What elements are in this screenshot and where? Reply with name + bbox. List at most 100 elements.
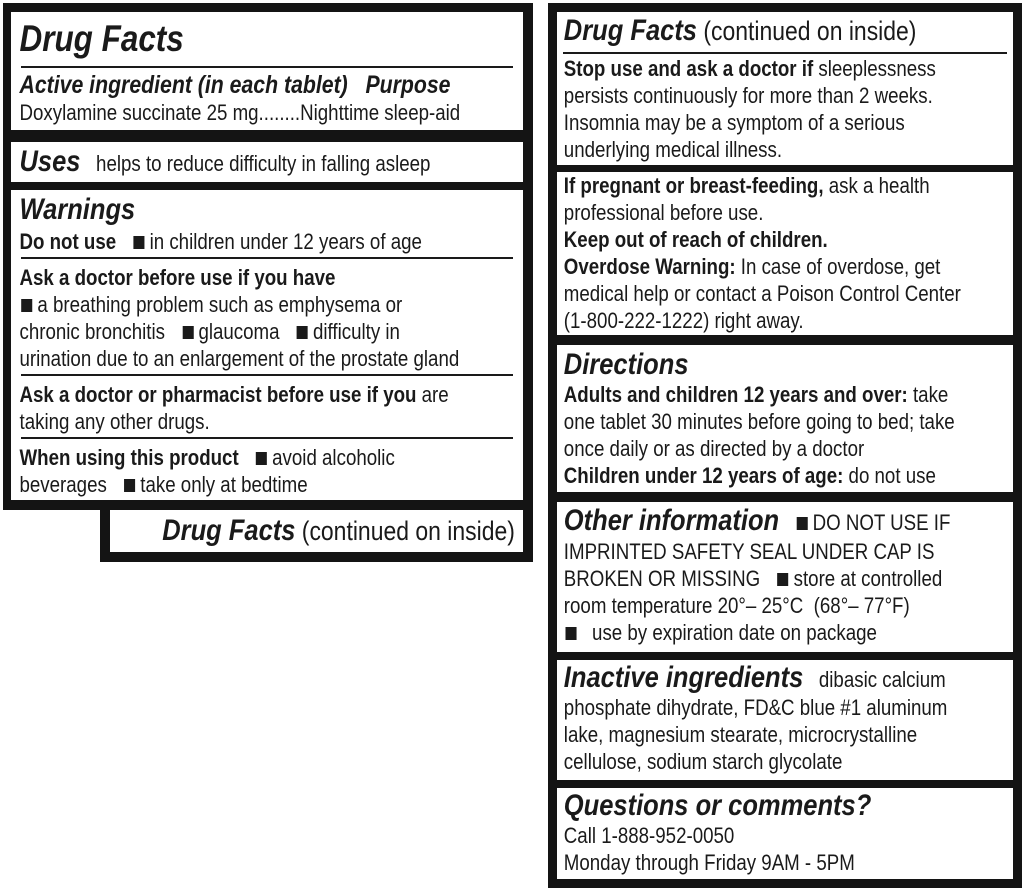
body-text: IMPRINTED SAFETY SEAL UNDER CAP IS (563, 539, 935, 564)
body-text: one tablet 30 minutes before going to be… (563, 409, 955, 434)
body-text: are (416, 382, 449, 407)
text-line: once daily or as directed by a doctor (557, 435, 945, 462)
section-heading: Directions (563, 348, 689, 381)
text-line: lake, magnesium stearate, microcrystalli… (557, 721, 945, 748)
drug-facts-front-panel: Drug Facts Active ingredient (in each tab… (3, 3, 533, 510)
bold-label: Do not use (19, 229, 117, 254)
body-text: do not use (843, 463, 936, 488)
body-text: room temperature 20°– 25°C (68°– 77°F) (563, 593, 910, 618)
body-text: avoid alcoholic (272, 445, 395, 470)
text-line: urination due to an enlargement of the p… (11, 345, 460, 372)
text-line: one tablet 30 minutes before going to be… (557, 408, 955, 435)
divider-rule (21, 374, 513, 376)
text-line: underlying medical illness. (557, 136, 945, 163)
body-text: ask a health (823, 173, 930, 198)
bold-label: Ask a doctor before use if you have (19, 265, 336, 290)
text-line: Keep out of reach of children. (557, 226, 945, 253)
bold-label: Children under 12 years of age: (563, 463, 844, 488)
bold-label: Overdose Warning: (563, 254, 736, 279)
text-line: Children under 12 years of age: do not u… (557, 462, 945, 489)
text-line: chronic bronchitis glaucoma difficulty i… (11, 318, 446, 345)
inactive-ingredients-section: Inactive ingredients dibasic calcium phos… (557, 660, 1013, 780)
drug-facts-inside-panel: Drug Facts (continued on inside) Stop use… (548, 3, 1022, 888)
text-line: Insomnia may be a symptom of a serious (557, 109, 945, 136)
continued-tab-inner: Drug Facts (continued on inside) (110, 510, 523, 552)
body-text: (continued on inside) (696, 16, 917, 46)
body-text (116, 229, 132, 254)
text-line: a breathing problem such as emphysema or (11, 291, 446, 318)
body-text: store at controlled (793, 566, 943, 591)
text-line: use by expiration date on package (557, 619, 945, 646)
continued-tab-subtitle: (continued on inside) (295, 516, 515, 546)
bold-label: When using this product (19, 445, 239, 470)
body-text: Call 1-888-952-0050 (563, 823, 735, 848)
bold-label: Ask a doctor or pharmacist before use if… (19, 382, 417, 407)
text-line: Active ingredient (in each tablet) Purpo… (11, 72, 451, 99)
pregnancy-overdose-section: If pregnant or breast-feeding, ask a hea… (557, 172, 1013, 335)
body-text: phosphate dihydrate, FD&C blue #1 alumin… (563, 695, 948, 720)
body-text: sleeplessness (813, 56, 936, 81)
section-heading: Uses (19, 145, 81, 178)
text-line: professional before use. (557, 199, 945, 226)
body-text: Monday through Friday 9AM - 5PM (563, 850, 855, 875)
text-line: Inactive ingredients dibasic calcium (557, 661, 946, 694)
body-text: persists continuously for more than 2 we… (563, 83, 933, 108)
bullet-square-icon (124, 479, 136, 492)
text-line: BROKEN OR MISSING store at controlled (557, 565, 945, 592)
body-text: urination due to an enlargement of the p… (19, 346, 460, 371)
body-text: Doxylamine succinate 25 mg........Nightt… (19, 100, 461, 125)
divider-rule (21, 437, 513, 439)
section-heading: Active ingredient (in each tablet) Purpo… (19, 71, 451, 99)
body-text: medical help or contact a Poison Control… (563, 281, 961, 306)
text-line: IMPRINTED SAFETY SEAL UNDER CAP IS (557, 538, 945, 565)
body-text: beverages (19, 472, 123, 497)
text-line: Drug Facts (continued on inside) (557, 12, 945, 50)
continued-tab: Drug Facts (continued on inside) (100, 500, 533, 562)
bullet-square-icon (565, 627, 577, 640)
section-heading: Warnings (19, 193, 136, 226)
bold-label: Stop use and ask a doctor if (563, 56, 814, 81)
body-text: difficulty in (312, 319, 400, 344)
text-line: taking any other drugs. (11, 408, 446, 435)
body-text: In case of overdose, get (735, 254, 941, 279)
stop-use-section: Drug Facts (continued on inside) Stop use… (557, 12, 1013, 165)
text-line: room temperature 20°– 25°C (68°– 77°F) (557, 592, 945, 619)
text-line: Call 1-888-952-0050 (557, 822, 945, 849)
section-heading: Questions or comments? (563, 789, 872, 822)
bullet-square-icon (182, 326, 194, 339)
divider-rule (563, 52, 1007, 54)
bullet-square-icon (133, 236, 145, 249)
body-text: DO NOT USE IF (812, 510, 951, 535)
bold-label: Keep out of reach of children. (563, 227, 828, 252)
body-text (779, 510, 795, 535)
questions-section: Questions or comments? Call 1-888-952-005… (557, 788, 1013, 879)
text-line: Overdose Warning: In case of overdose, g… (557, 253, 945, 280)
text-line: Ask a doctor before use if you have (11, 264, 446, 291)
body-text: professional before use. (563, 200, 764, 225)
text-line: Warnings (11, 192, 446, 228)
section-heading: Inactive ingredients (563, 661, 804, 694)
uses-section: Uses helps to reduce difficulty in falli… (11, 142, 523, 182)
bullet-square-icon (777, 573, 789, 586)
section-heading: Drug Facts (563, 14, 697, 47)
text-line: beverages take only at bedtime (11, 471, 446, 498)
text-line: Other information DO NOT USE IF (557, 504, 951, 538)
text-line: persists continuously for more than 2 we… (557, 82, 945, 109)
body-text: underlying medical illness. (563, 137, 783, 162)
directions-section: Directions Adults and children 12 years a… (557, 345, 1013, 492)
bold-label: If pregnant or breast-feeding, (563, 173, 824, 198)
bullet-square-icon (255, 452, 268, 465)
body-text: Insomnia may be a symptom of a serious (563, 110, 905, 135)
text-line: Stop use and ask a doctor if sleeplessne… (557, 55, 945, 82)
section-heading: Drug Facts (19, 18, 184, 59)
text-line: Doxylamine succinate 25 mg........Nightt… (11, 99, 461, 126)
body-text: take (907, 382, 949, 407)
text-line: Ask a doctor or pharmacist before use if… (11, 381, 449, 408)
bullet-square-icon (796, 517, 808, 530)
warnings-section: Warnings Do not use in children under 12 … (11, 190, 523, 500)
body-text: cellulose, sodium starch glycolate (563, 749, 843, 774)
divider-rule (21, 257, 513, 259)
text-line: Uses helps to reduce difficulty in falli… (11, 142, 446, 182)
text-line: Do not use in children under 12 years of… (11, 228, 446, 255)
bullet-square-icon (296, 326, 308, 339)
